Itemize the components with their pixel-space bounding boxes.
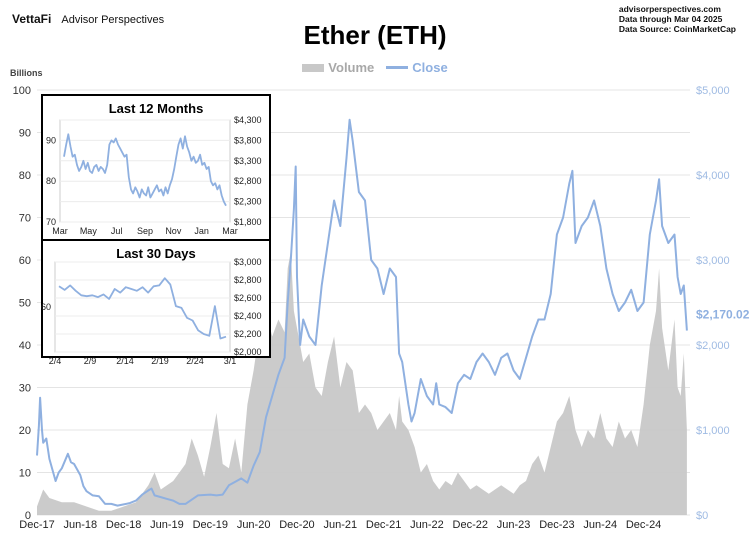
inset-y-right-tick: $1,800: [234, 217, 262, 227]
inset-x-tick: 2/24: [186, 356, 204, 366]
inset-y-right-tick: $2,400: [234, 311, 262, 321]
y-right-tick-label: $4,000: [696, 170, 730, 182]
x-tick-label: Jun-23: [497, 519, 531, 531]
y-left-tick-label: 70: [19, 213, 31, 225]
x-tick-label: Dec-18: [106, 519, 141, 531]
inset-y-right-tick: $2,600: [234, 293, 262, 303]
y-right-tick-label: $2,000: [696, 340, 730, 352]
x-tick-label: Dec-22: [453, 519, 488, 531]
inset-y-right-tick: $2,800: [234, 275, 262, 285]
inset-y-right-tick: $3,800: [234, 135, 262, 145]
inset-y-right-tick: $2,000: [234, 347, 262, 357]
inset-x-tick: 2/14: [116, 356, 134, 366]
x-tick-label: Jun-20: [237, 519, 271, 531]
y-right-tick-label: $0: [696, 510, 708, 522]
y-left-tick-label: 100: [13, 85, 31, 97]
inset-x-tick: Nov: [165, 226, 182, 236]
inset-title: Last 12 Months: [109, 101, 204, 116]
inset-y-left-tick: 80: [46, 176, 56, 186]
inset-x-tick: Sep: [137, 226, 153, 236]
y-left-tick-label: 30: [19, 383, 31, 395]
inset-y-left-tick: 90: [46, 135, 56, 145]
x-tick-label: Jun-19: [150, 519, 184, 531]
inset-x-tick: 2/19: [151, 356, 169, 366]
x-tick-label: Dec-24: [626, 519, 661, 531]
x-tick-label: Jun-24: [583, 519, 617, 531]
x-tick-label: Dec-17: [19, 519, 54, 531]
y-left-tick-label: 50: [19, 298, 31, 310]
inset-x-tick: Jul: [111, 226, 123, 236]
y-right-tick-label: $1,000: [696, 425, 730, 437]
x-tick-label: Jun-18: [64, 519, 98, 531]
y-left-tick-label: 60: [19, 255, 31, 267]
inset-y-right-tick: $3,000: [234, 257, 262, 267]
inset-x-tick: Mar: [222, 226, 238, 236]
y-left-tick-label: 10: [19, 468, 31, 480]
x-tick-label: Jun-22: [410, 519, 444, 531]
y-left-tick-label: 80: [19, 170, 31, 182]
inset-x-tick: Jan: [194, 226, 209, 236]
x-tick-label: Dec-23: [539, 519, 574, 531]
y-right-tick-label: $5,000: [696, 85, 730, 97]
x-tick-label: Dec-21: [366, 519, 401, 531]
inset-x-tick: Mar: [52, 226, 68, 236]
inset-title: Last 30 Days: [116, 246, 196, 261]
inset-y-right-tick: $2,300: [234, 197, 262, 207]
x-tick-label: Dec-19: [193, 519, 228, 531]
x-tick-label: Dec-20: [279, 519, 314, 531]
inset-x-tick: 3/1: [224, 356, 237, 366]
y-left-tick-label: 40: [19, 340, 31, 352]
y-left-tick-label: 20: [19, 425, 31, 437]
inset-y-right-tick: $2,200: [234, 329, 262, 339]
inset-y-left-tick: 60: [41, 302, 51, 312]
inset-x-tick: 2/9: [84, 356, 97, 366]
inset-y-right-tick: $4,300: [234, 115, 262, 125]
inset-y-right-tick: $2,800: [234, 176, 262, 186]
x-tick-label: Jun-21: [323, 519, 357, 531]
y-right-tick-label: $3,000: [696, 255, 730, 267]
inset-x-tick: 2/4: [49, 356, 62, 366]
inset-y-right-tick: $3,300: [234, 156, 262, 166]
y-left-tick-label: 90: [19, 128, 31, 140]
inset-x-tick: May: [80, 226, 98, 236]
last-value-label: $2,170.02: [696, 308, 750, 322]
